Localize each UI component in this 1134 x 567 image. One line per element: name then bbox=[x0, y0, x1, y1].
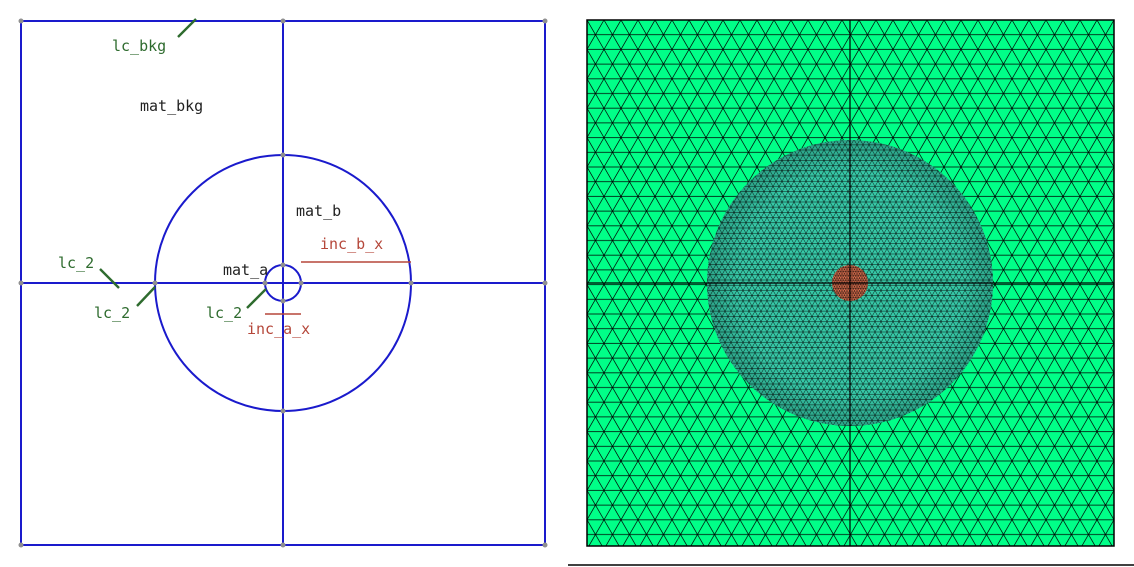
node bbox=[542, 18, 548, 24]
geometry-nodes bbox=[18, 18, 548, 548]
lc-2-outer-leader bbox=[136, 286, 156, 307]
lc-2-outer-label: lc_2 bbox=[94, 304, 130, 322]
inc-markers bbox=[265, 261, 411, 315]
node bbox=[262, 280, 268, 286]
node bbox=[280, 262, 286, 268]
lc-2-inner-leader bbox=[246, 288, 267, 309]
node bbox=[280, 408, 286, 414]
node bbox=[542, 542, 548, 548]
mat-b-label: mat_b bbox=[296, 202, 341, 220]
lc-2-left-leader bbox=[99, 268, 120, 289]
node bbox=[280, 18, 286, 24]
node bbox=[298, 280, 304, 286]
node bbox=[408, 280, 414, 286]
lc-2-inner-label: lc_2 bbox=[206, 304, 242, 322]
inc-b-x-label: inc_b_x bbox=[320, 235, 383, 253]
node bbox=[280, 152, 286, 158]
geometry-panel: lc_bkg mat_bkg mat_b inc_b_x mat_a lc_2 … bbox=[18, 18, 548, 548]
lc-2-left-label: lc_2 bbox=[58, 254, 94, 272]
node bbox=[152, 280, 158, 286]
mesh-panel bbox=[586, 19, 1115, 547]
node bbox=[542, 280, 548, 286]
node bbox=[18, 18, 24, 24]
mat-bkg-label: mat_bkg bbox=[140, 97, 203, 115]
node bbox=[18, 280, 24, 286]
inc-a-x-label: inc_a_x bbox=[247, 320, 310, 338]
node bbox=[280, 298, 286, 304]
lc-leaders bbox=[99, 18, 267, 309]
mesh-boundary bbox=[586, 19, 1115, 547]
mat-a-label: mat_a bbox=[223, 261, 268, 279]
lc-bkg-label: lc_bkg bbox=[112, 37, 166, 55]
lc-bkg-leader bbox=[177, 18, 197, 38]
node bbox=[18, 542, 24, 548]
node bbox=[280, 542, 286, 548]
